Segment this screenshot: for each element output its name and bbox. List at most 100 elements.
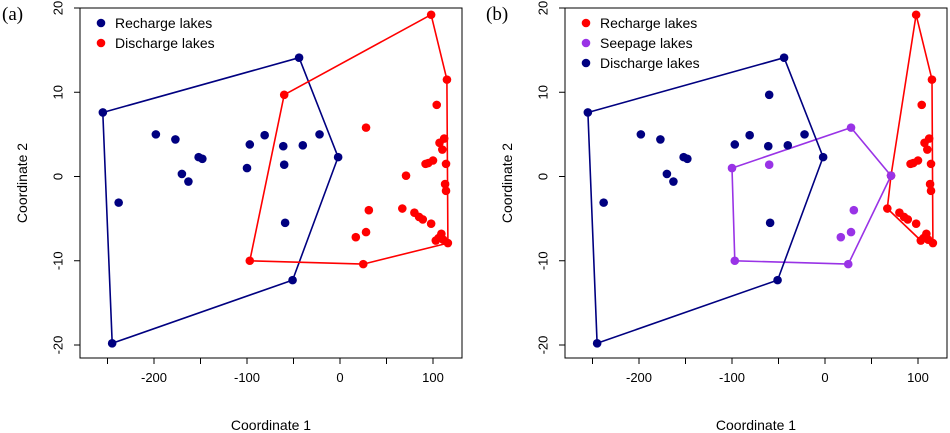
data-point — [171, 135, 180, 144]
data-point — [730, 256, 740, 266]
data-point — [883, 204, 892, 213]
data-point — [333, 152, 343, 162]
data-point — [783, 141, 793, 150]
legend-label: Recharge lakes — [115, 15, 212, 31]
data-point — [364, 205, 374, 215]
data-point — [443, 238, 453, 248]
legend-label: Discharge lakes — [600, 55, 700, 71]
legend-marker — [96, 18, 106, 28]
hull-recharge-lakes — [886, 13, 934, 244]
data-point — [426, 10, 436, 20]
data-point — [911, 10, 921, 20]
data-point — [927, 75, 937, 84]
data-point — [764, 90, 774, 100]
data-point — [926, 159, 936, 169]
data-point — [418, 215, 428, 224]
data-layer — [98, 10, 453, 348]
panel-label: (b) — [486, 4, 508, 25]
x-tick-label: -100 — [719, 370, 745, 385]
x-axis: -200 -100 0 100 — [107, 357, 444, 385]
data-point — [656, 135, 665, 144]
data-point — [288, 275, 297, 285]
panel-label: (a) — [2, 4, 23, 25]
hull-seepage-lakes — [731, 126, 892, 265]
data-point — [800, 130, 809, 139]
data-point — [928, 238, 938, 248]
data-point — [280, 218, 290, 228]
legend: Recharge lakes Seepage lakes Discharge lak… — [581, 15, 700, 71]
x-tick-label: 0 — [336, 370, 343, 385]
y-tick-label: 10 — [536, 85, 551, 99]
data-point — [849, 205, 859, 215]
data-point — [279, 160, 289, 170]
y-tick-label: -10 — [51, 251, 66, 270]
data-point — [886, 171, 896, 180]
data-point — [439, 134, 449, 143]
legend-marker — [96, 38, 106, 48]
y-tick-label: 20 — [536, 1, 551, 15]
x-tick-label: -200 — [141, 370, 167, 385]
y-tick-label: 10 — [51, 85, 66, 99]
x-tick-label: -200 — [626, 370, 652, 385]
data-point — [592, 339, 602, 348]
data-point — [298, 141, 308, 150]
y-tick-label: 0 — [51, 173, 66, 180]
data-point — [636, 130, 646, 139]
data-point — [683, 154, 692, 164]
data-point — [184, 177, 193, 186]
legend-marker — [581, 18, 591, 28]
hull-recharge-lakes — [102, 56, 339, 345]
legend-label: Seepage lakes — [600, 35, 693, 51]
data-point — [278, 141, 288, 151]
data-point — [279, 90, 289, 100]
x-tick-label: 100 — [422, 370, 444, 385]
y-axis: -20 -10 0 10 20 — [51, 1, 81, 355]
data-point — [107, 339, 117, 348]
data-point — [432, 100, 442, 110]
legend-marker — [581, 38, 591, 48]
x-axis: -200 -100 0 100 — [592, 357, 929, 385]
series-seepage-lakes — [727, 123, 896, 269]
y-tick-label: -20 — [51, 336, 66, 355]
series-recharge-lakes — [98, 53, 343, 348]
data-point — [440, 179, 450, 189]
data-point — [924, 134, 934, 143]
data-point — [398, 204, 407, 213]
data-point — [426, 219, 436, 228]
plot-frame — [79, 7, 463, 359]
data-point — [730, 140, 740, 149]
data-point — [846, 123, 856, 132]
data-point — [913, 156, 923, 165]
data-layer — [583, 10, 938, 348]
series-discharge-lakes — [245, 10, 453, 269]
data-point — [428, 156, 438, 165]
data-point — [926, 186, 936, 196]
data-point — [98, 108, 108, 117]
data-point — [903, 215, 913, 224]
data-point — [151, 130, 161, 139]
data-point — [925, 179, 935, 189]
data-point — [599, 198, 608, 207]
data-point — [401, 171, 411, 180]
x-tick-label: 100 — [907, 370, 929, 385]
data-point — [765, 218, 775, 228]
y-tick-label: -10 — [536, 251, 551, 270]
data-point — [361, 227, 371, 237]
data-point — [358, 259, 368, 269]
y-tick-label: 0 — [536, 173, 551, 180]
data-point — [764, 160, 774, 170]
data-point — [442, 75, 452, 84]
data-point — [818, 152, 828, 162]
y-tick-label: -20 — [536, 336, 551, 355]
y-axis-title: Coordinate 2 — [499, 143, 515, 223]
data-point — [441, 159, 451, 169]
data-point — [351, 232, 361, 242]
data-point — [745, 130, 754, 140]
legend-label: Recharge lakes — [600, 15, 697, 31]
data-point — [779, 53, 789, 63]
data-point — [198, 154, 207, 164]
data-point — [843, 259, 853, 269]
y-axis: -20 -10 0 10 20 — [536, 1, 566, 355]
